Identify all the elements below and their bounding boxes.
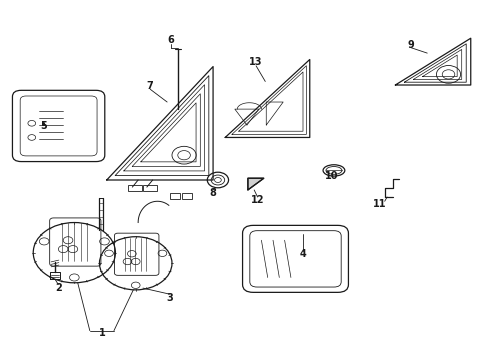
- Bar: [128, 185, 142, 192]
- Bar: [142, 185, 156, 192]
- Polygon shape: [247, 178, 264, 190]
- Text: 7: 7: [146, 81, 153, 91]
- Bar: [169, 193, 180, 199]
- Text: 8: 8: [209, 188, 216, 198]
- Text: 9: 9: [407, 40, 414, 50]
- Text: 1: 1: [98, 328, 105, 338]
- Text: 5: 5: [41, 121, 47, 131]
- Text: 11: 11: [372, 199, 386, 209]
- Text: 12: 12: [250, 195, 264, 205]
- Text: 10: 10: [324, 171, 338, 181]
- Text: 6: 6: [167, 35, 174, 45]
- Text: 3: 3: [166, 293, 173, 303]
- Text: 13: 13: [249, 57, 263, 67]
- Bar: [181, 193, 192, 199]
- Text: 4: 4: [300, 249, 306, 260]
- Text: 2: 2: [55, 283, 61, 293]
